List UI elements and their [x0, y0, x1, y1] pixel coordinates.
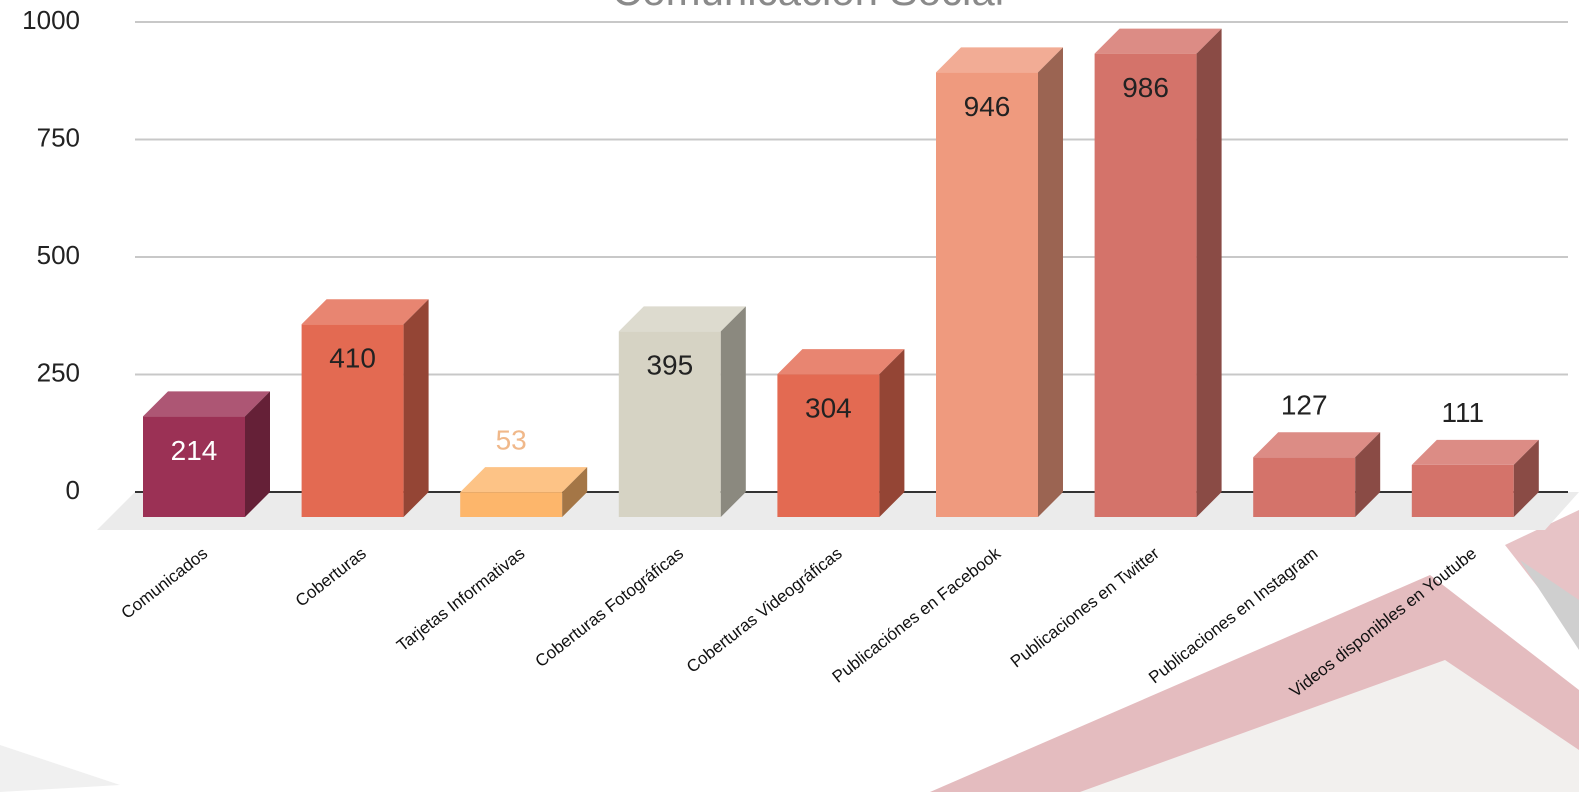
bar-front — [618, 331, 721, 517]
value-label: 111 — [1442, 397, 1485, 428]
bar — [1411, 439, 1539, 517]
value-label: 410 — [329, 343, 376, 374]
bar-front — [936, 72, 1038, 517]
bar — [1094, 28, 1222, 518]
bar — [143, 391, 270, 517]
value-label: 214 — [171, 435, 218, 466]
value-label: 986 — [1122, 72, 1169, 103]
bar-side — [720, 306, 746, 517]
bar-side — [403, 299, 429, 517]
background-decoration — [0, 510, 1579, 792]
y-tick-label: 1000 — [22, 5, 80, 35]
bar — [618, 306, 746, 517]
x-tick-label: Publicaciónes en Facebook — [829, 543, 1005, 686]
bar-side — [1513, 439, 1539, 517]
bar-side — [562, 467, 588, 517]
x-tick-label: Comunicados — [118, 544, 212, 623]
bar-side — [879, 349, 905, 517]
bar-top — [936, 47, 1063, 73]
value-label: 53 — [496, 424, 527, 455]
bar-top — [1411, 439, 1539, 465]
y-tick-label: 0 — [66, 475, 80, 505]
bar-side — [1355, 432, 1381, 517]
chart-title: Comunicación Social — [612, 0, 1004, 14]
bar-top — [143, 391, 270, 417]
bar-top — [301, 299, 429, 325]
bar-side — [245, 391, 270, 517]
y-tick-label: 500 — [37, 240, 80, 270]
bar-top — [618, 306, 746, 332]
bar — [1253, 432, 1381, 517]
bar-front — [777, 374, 880, 517]
bar-top — [1253, 432, 1381, 458]
x-tick-label: Publicaciones en Twitter — [1007, 544, 1163, 672]
bar-top — [777, 349, 905, 375]
bar-front — [460, 492, 563, 517]
bar-top — [1094, 28, 1222, 54]
value-label: 395 — [646, 350, 693, 381]
bar — [777, 349, 905, 517]
bar-front — [1253, 457, 1356, 517]
value-label: 946 — [964, 91, 1011, 122]
bar — [460, 467, 588, 517]
bar-front — [301, 324, 404, 517]
x-tick-label: Coberturas Videográficas — [683, 544, 846, 677]
bar — [936, 47, 1063, 517]
y-tick-label: 250 — [37, 357, 80, 387]
bar-front — [1094, 53, 1197, 517]
value-label: 127 — [1281, 390, 1328, 421]
bar-front — [143, 416, 245, 517]
x-tick-label: Coberturas Fotográficas — [532, 544, 687, 671]
x-tick-label: Coberturas — [292, 544, 370, 611]
x-tick-label: Tarjetas Informativas — [393, 544, 528, 656]
y-tick-label: 750 — [37, 122, 80, 152]
bar-side — [1196, 28, 1222, 518]
value-label: 304 — [805, 393, 852, 424]
bar-side — [1038, 47, 1063, 517]
bar — [301, 299, 429, 517]
bar-top — [460, 467, 588, 493]
bar-front — [1411, 464, 1514, 517]
